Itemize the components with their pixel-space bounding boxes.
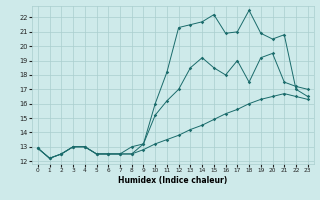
X-axis label: Humidex (Indice chaleur): Humidex (Indice chaleur) xyxy=(118,176,228,185)
